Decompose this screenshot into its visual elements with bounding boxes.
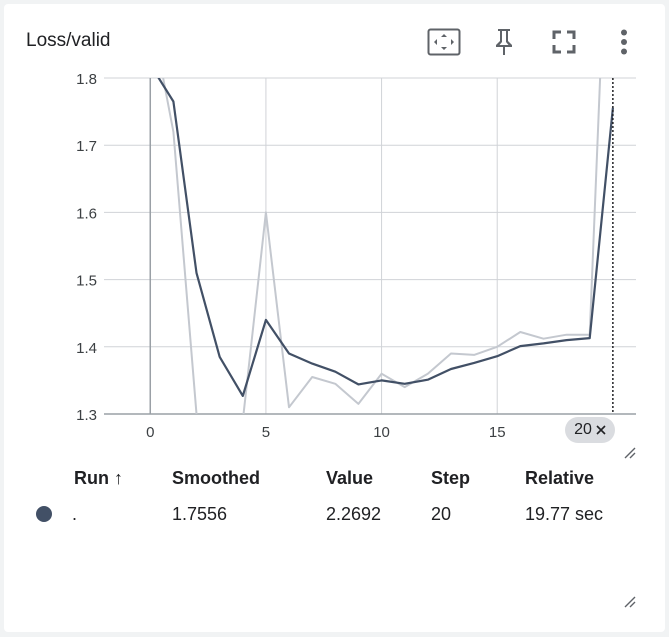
y-tick-label: 1.6	[76, 205, 97, 222]
more-options-button[interactable]	[606, 24, 642, 60]
column-run[interactable]: Run ↑	[74, 467, 123, 488]
run-table: Run ↑ Smoothed Value Step Relative . 1.7…	[36, 462, 645, 534]
y-tick-label: 1.4	[76, 340, 97, 357]
resize-handle-card[interactable]	[623, 595, 637, 609]
run-name: .	[72, 503, 78, 524]
card-title: Loss/valid	[26, 30, 111, 51]
x-tick-label: 0	[146, 424, 154, 441]
pin-icon	[496, 29, 512, 55]
column-step: Step	[431, 467, 471, 488]
more-vert-icon	[621, 29, 627, 55]
y-tick-label: 1.7	[76, 138, 97, 155]
table-header: Run ↑ Smoothed Value Step Relative	[62, 462, 645, 494]
y-tick-label: 1.5	[76, 273, 97, 290]
run-cell: .	[36, 494, 172, 534]
y-tick-label: 1.8	[76, 71, 97, 88]
x-tick-label: 15	[489, 424, 506, 441]
step-cursor-label: 20	[574, 421, 592, 438]
series-line-smoothed	[157, 78, 614, 397]
resize-handle-chart[interactable]	[623, 446, 637, 460]
x-tick-label: 5	[262, 424, 270, 441]
line-chart[interactable]: 1.3 1.4 1.5 1.6 1.7 1.8 0 5 10 15	[0, 0, 669, 460]
table-row: . 1.7556 2.2692 20 19.77 sec	[36, 494, 645, 534]
x-tick-label: 10	[373, 424, 390, 441]
pin-button[interactable]	[486, 24, 522, 60]
value-cell: 2.2692	[326, 503, 382, 524]
column-smoothed: Smoothed	[172, 467, 260, 488]
run-color-swatch	[36, 506, 52, 522]
fit-domain-button[interactable]	[426, 24, 462, 60]
fullscreen-button[interactable]	[546, 24, 582, 60]
fit-to-domain-icon	[427, 28, 461, 56]
scalar-card	[4, 4, 665, 632]
series-line-raw	[162, 78, 602, 414]
smoothed-cell: 1.7556	[172, 503, 228, 524]
column-value: Value	[326, 467, 374, 488]
relative-cell: 19.77 sec	[525, 503, 604, 524]
step-cell: 20	[431, 503, 452, 524]
close-icon[interactable]	[596, 425, 606, 435]
column-relative: Relative	[525, 467, 595, 488]
step-cursor-chip[interactable]: 20	[565, 417, 615, 443]
fullscreen-icon	[552, 30, 576, 54]
y-tick-label: 1.3	[76, 407, 97, 424]
